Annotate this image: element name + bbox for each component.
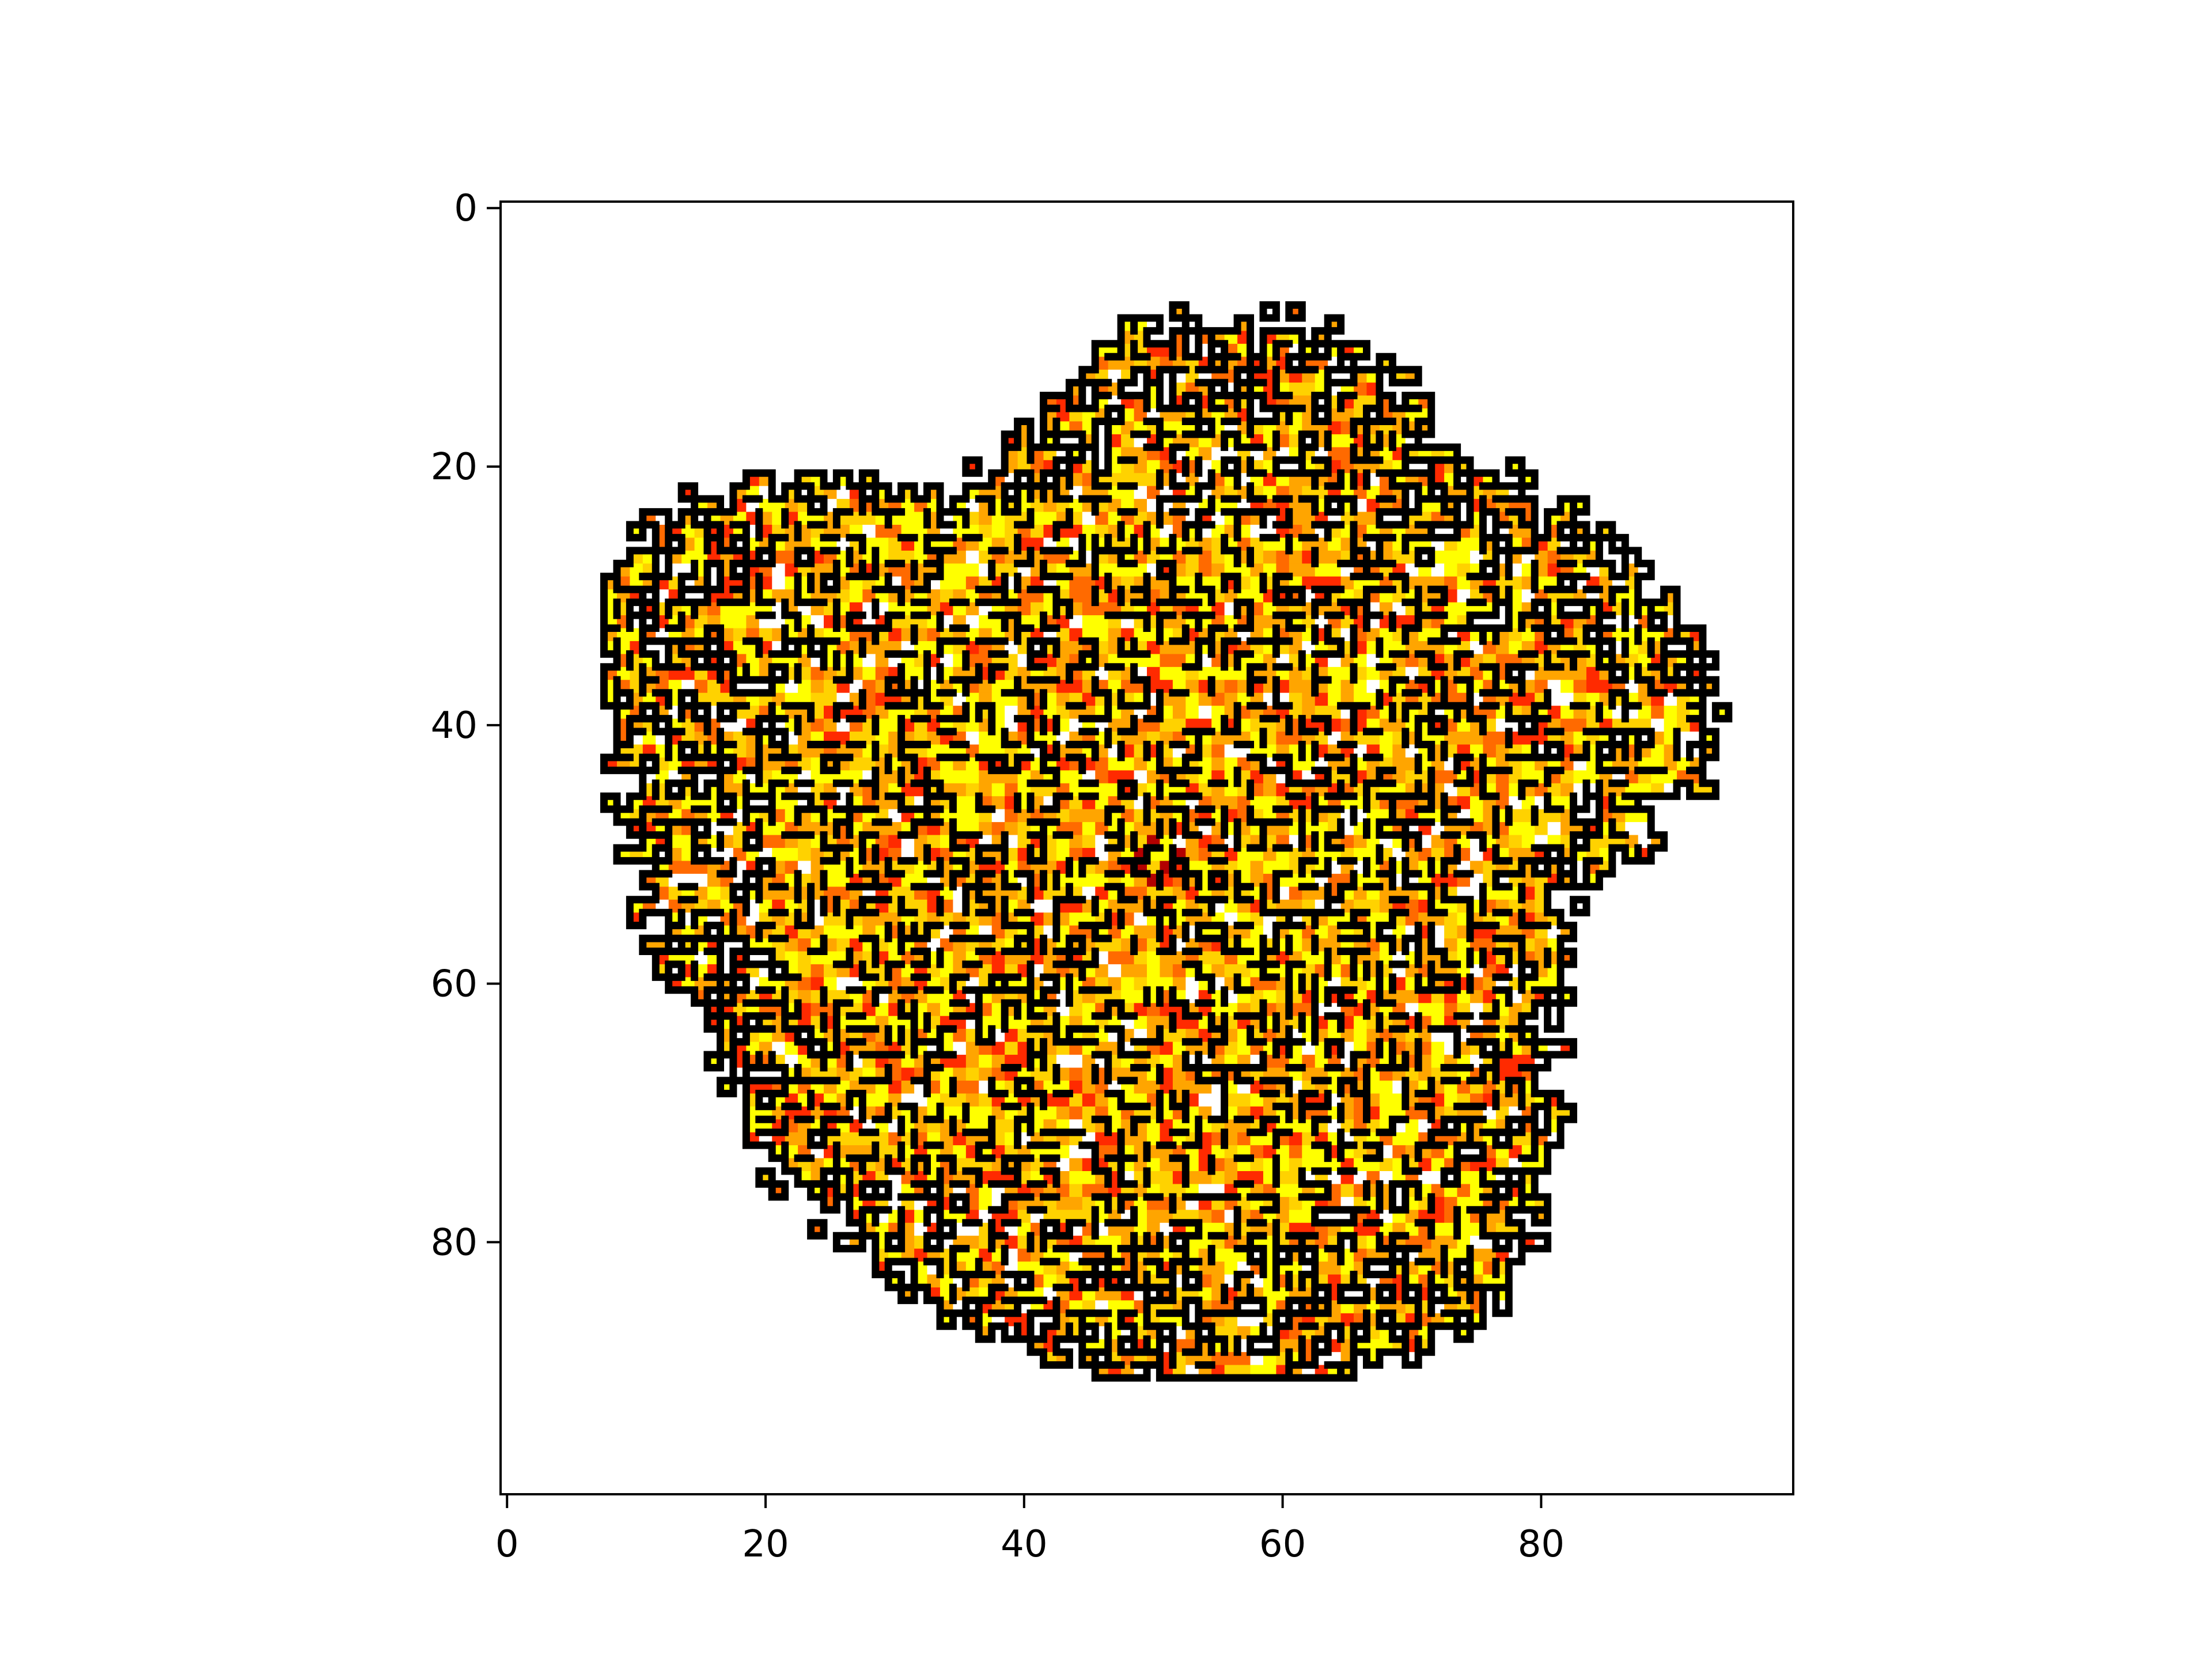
heatmap-cell [1573, 680, 1587, 694]
heatmap-cell [1664, 706, 1677, 719]
heatmap-cell [1108, 964, 1122, 978]
heatmap-cell [1237, 1093, 1251, 1107]
heatmap-cell [785, 848, 798, 862]
heatmap-cell [953, 770, 967, 784]
heatmap-cell [1457, 550, 1471, 564]
heatmap-cell [953, 576, 967, 590]
heatmap-cell [1069, 1055, 1083, 1069]
heatmap-cell [1082, 835, 1096, 849]
x-tick-label: 20 [742, 1523, 789, 1566]
y-tick-label: 0 [454, 187, 478, 230]
x-tick-label: 60 [1259, 1523, 1306, 1566]
heatmap-cell [1289, 1210, 1302, 1224]
heatmap-cell [965, 770, 979, 784]
heatmap-cell [1005, 1041, 1018, 1055]
heatmap-cell [1547, 822, 1561, 836]
heatmap-cell [1056, 1106, 1070, 1120]
heatmap-cell [1121, 964, 1135, 978]
heatmap-cell [1160, 1171, 1173, 1185]
heatmap-cell [1160, 964, 1173, 978]
heatmap-cell [772, 576, 786, 590]
heatmap-cell [979, 1055, 993, 1069]
heatmap-cell [1082, 822, 1096, 836]
heatmap-cell [1069, 1106, 1083, 1120]
heatmap-cell [707, 887, 721, 900]
heatmap-cell [1211, 744, 1225, 758]
heatmap-cell [1160, 654, 1173, 668]
heatmap-cell [1354, 1029, 1368, 1043]
heatmap-cell [733, 615, 747, 629]
heatmap-cell [1444, 550, 1458, 564]
heatmap-cell [1211, 1210, 1225, 1224]
heatmap-cell [1082, 809, 1096, 823]
x-tick-label: 0 [495, 1523, 519, 1566]
heatmap-cell [849, 589, 863, 603]
heatmap-cell [1651, 706, 1665, 719]
heatmap-cell [1211, 757, 1225, 771]
heatmap-cell [1431, 1003, 1445, 1017]
heatmap-cell [1185, 706, 1199, 719]
heatmap-cell [1134, 964, 1147, 978]
heatmap-cell [1289, 680, 1302, 694]
heatmap-cell [1289, 1145, 1302, 1159]
heatmap-cell [1160, 666, 1173, 680]
heatmap-cell [965, 563, 979, 577]
heatmap-cell [798, 848, 812, 862]
heatmap-cell [1224, 680, 1238, 694]
y-tick-label: 40 [431, 704, 478, 747]
heatmap-cell [1108, 951, 1122, 965]
heatmap-cell [810, 964, 824, 978]
heatmap-cell [1379, 1093, 1393, 1107]
x-tick-label: 40 [1001, 1523, 1047, 1566]
heatmap-cell [1069, 1158, 1083, 1172]
y-tick-label: 60 [431, 963, 478, 1006]
heatmap-cell [1198, 706, 1212, 719]
heatmap-cell [1069, 809, 1083, 823]
heatmap-cell [1560, 680, 1574, 694]
heatmap-cell [1198, 1093, 1212, 1107]
heatmap-cell [1444, 563, 1458, 577]
heatmap-cell [1172, 706, 1186, 719]
heatmap-cell [1069, 1184, 1083, 1198]
heatmap-cell [1457, 732, 1471, 745]
heatmap-cell [965, 1055, 979, 1069]
heatmap-cell [1340, 1184, 1354, 1198]
heatmap-cell [1431, 1041, 1445, 1055]
heatmap-cell [1250, 861, 1264, 874]
heatmap-cell [1509, 835, 1522, 849]
heatmap-cell [1586, 680, 1600, 694]
heatmap-cell [1069, 1067, 1083, 1081]
heatmap-cell [965, 550, 979, 564]
heatmap-cell [1444, 925, 1458, 939]
heatmap-cell [1082, 1093, 1096, 1107]
heatmap-cell [1121, 977, 1135, 991]
heatmap-cell [1147, 1210, 1161, 1224]
heatmap-cell [1082, 615, 1096, 629]
heatmap-cell [953, 563, 967, 577]
heatmap-cell [1263, 783, 1277, 797]
heatmap-cell [810, 680, 824, 694]
heatmap-cell [991, 525, 1005, 539]
x-tick-label: 80 [1518, 1523, 1565, 1566]
heatmap-cell [991, 783, 1005, 797]
heatmap-cell [965, 1080, 979, 1094]
y-tick-label: 20 [431, 446, 478, 488]
heatmap-cell [862, 666, 876, 680]
heatmap-cell [1379, 1080, 1393, 1094]
heatmap-cell [1069, 1196, 1083, 1210]
heatmap-cell [1263, 550, 1277, 564]
heatmap-cell [965, 1067, 979, 1081]
heatmap-cell [1069, 1171, 1083, 1185]
y-tick-label: 80 [431, 1221, 478, 1264]
heatmap-cell [1147, 964, 1161, 978]
